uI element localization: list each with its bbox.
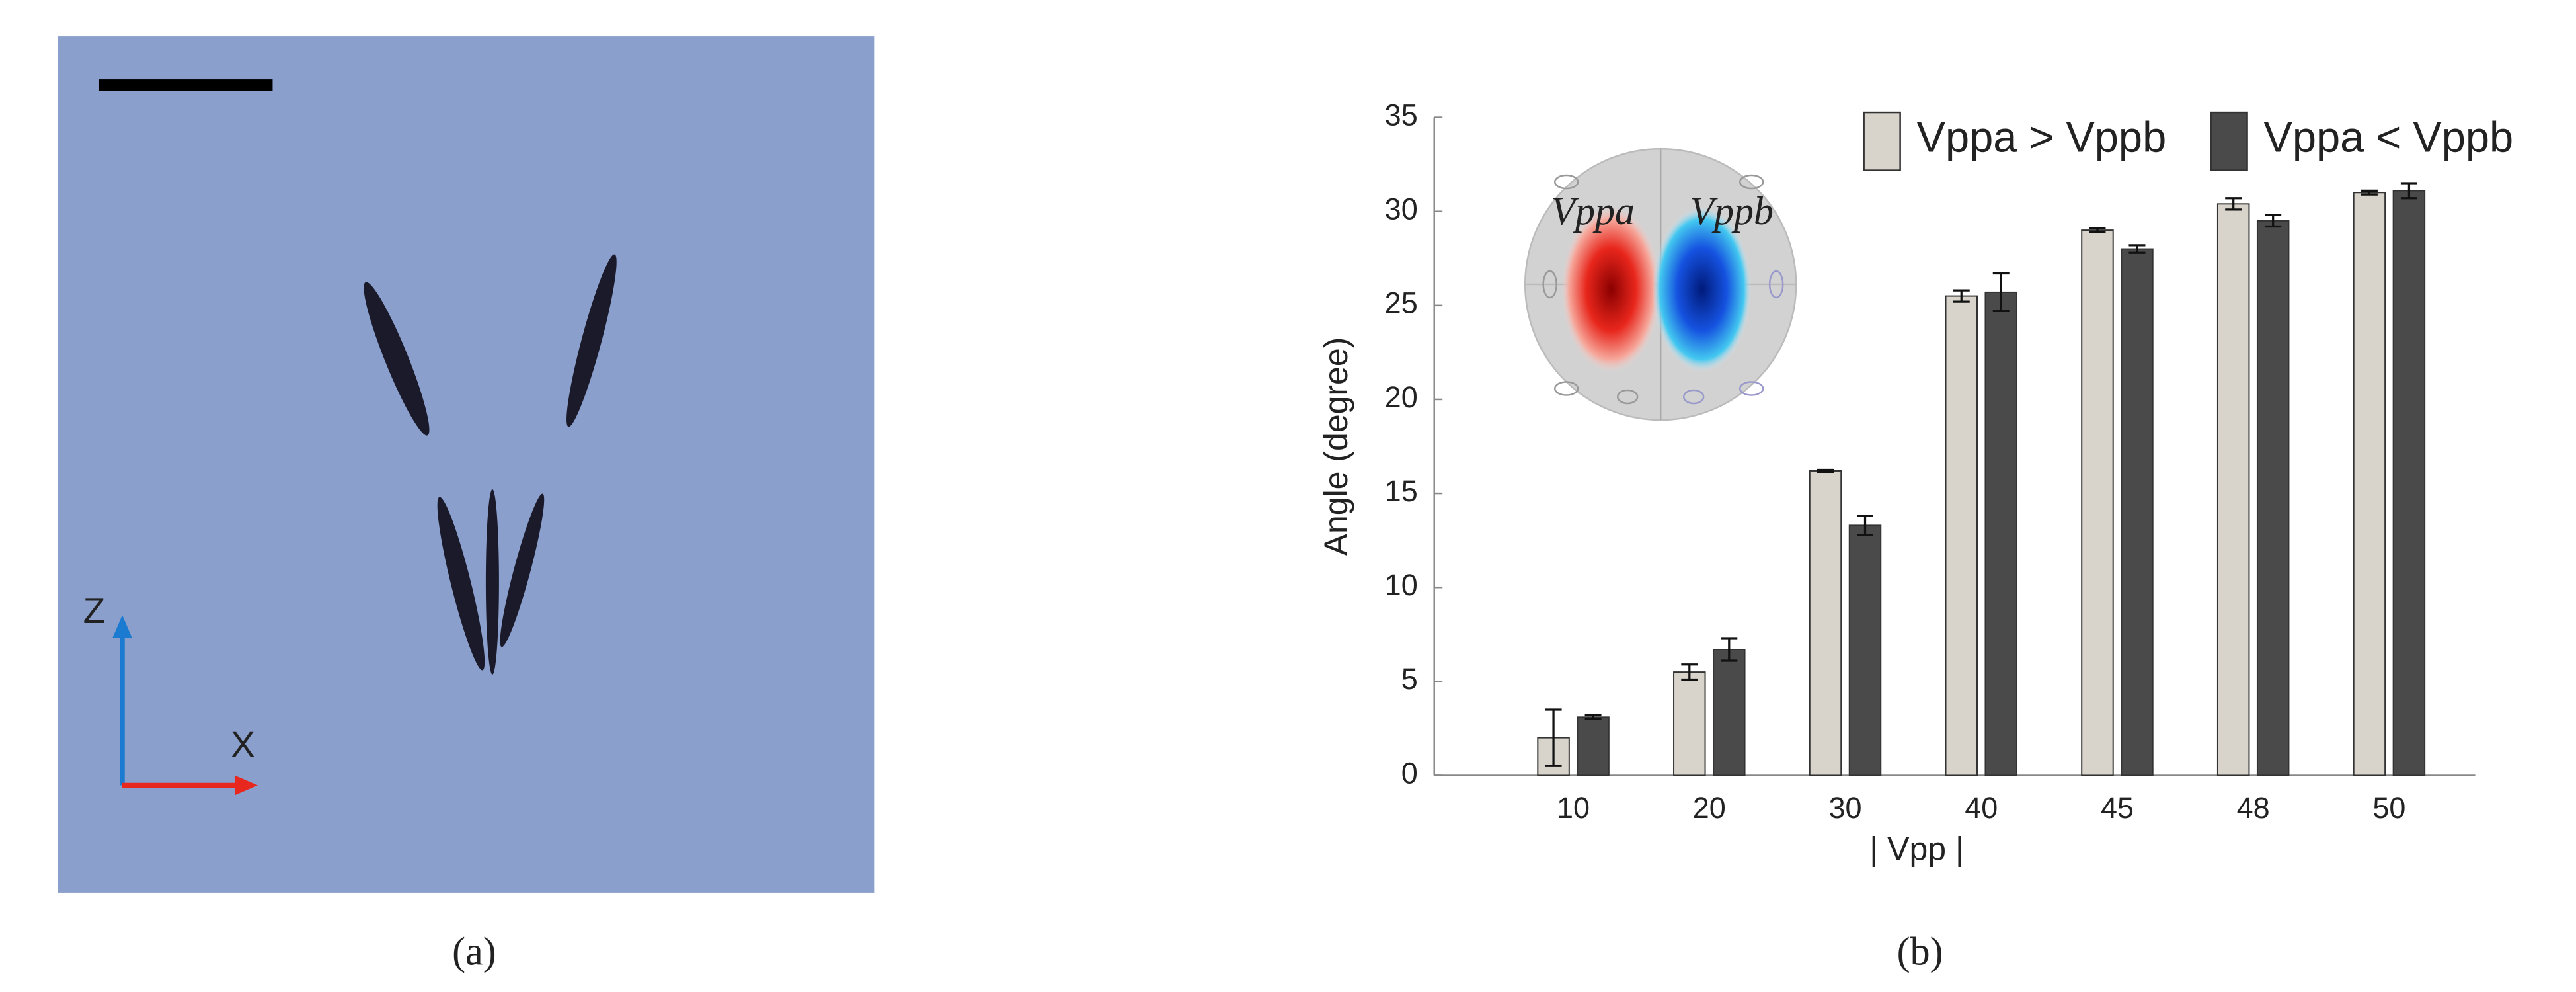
bar — [1848, 524, 1882, 776]
error-bar — [1953, 289, 1970, 303]
error-bar — [1857, 515, 1874, 536]
y-axis-title: Angle (degree) — [1317, 337, 1354, 556]
error-bar — [2089, 227, 2106, 233]
panel-label: (a) — [452, 930, 496, 973]
scale-bar — [98, 79, 273, 91]
z-label: Z — [83, 590, 106, 631]
x-arrow-head — [234, 775, 258, 796]
error-bar — [1584, 714, 1602, 720]
panel-label: (b) — [1897, 930, 1943, 973]
bar — [2353, 192, 2386, 776]
photo — [58, 36, 875, 893]
y-tick-label: 10 — [1385, 568, 1418, 602]
x-tick-label: 40 — [1965, 791, 1998, 825]
y-tick-label: 15 — [1385, 474, 1418, 508]
y-tick-label: 25 — [1385, 286, 1418, 320]
bar — [1673, 671, 1706, 776]
error-bar — [1681, 663, 1698, 681]
bar — [1809, 470, 1842, 776]
error-bar — [2400, 182, 2417, 200]
bar — [1713, 648, 1746, 776]
bar — [2216, 203, 2250, 776]
legend-label: Vppa < Vppb — [2264, 113, 2514, 161]
x-tick-label: 45 — [2101, 791, 2134, 825]
legend-label: Vppa > Vppb — [1917, 113, 2167, 161]
x-label: X — [231, 723, 255, 765]
inset-label: Vppb — [1690, 189, 1774, 233]
bar — [1945, 295, 1978, 776]
legend-swatch — [1863, 111, 1901, 171]
error-bar — [2225, 197, 2242, 211]
error-bar — [1721, 637, 1738, 662]
x-tick-label: 20 — [1693, 791, 1726, 825]
bar — [2392, 190, 2426, 776]
inset — [1524, 147, 1797, 421]
error-bar — [2265, 214, 2282, 228]
x-axis-title: | Vpp | — [1869, 831, 1964, 868]
y-tick-label: 5 — [1401, 662, 1418, 696]
y-tick-label: 35 — [1385, 98, 1418, 132]
bar — [2081, 229, 2114, 776]
error-bar — [1992, 272, 2010, 312]
x-tick-label: 50 — [2372, 791, 2405, 825]
x-tick-label: 48 — [2237, 791, 2270, 825]
inset-label: Vppa — [1551, 189, 1635, 233]
x-tick-label: 30 — [1828, 791, 1861, 825]
z-arrow-head — [112, 614, 132, 638]
bar — [2121, 248, 2154, 776]
y-tick-label: 30 — [1385, 192, 1418, 226]
particles — [364, 254, 617, 675]
legend-swatch — [2210, 111, 2248, 171]
bar — [1577, 716, 1610, 776]
bar — [1984, 291, 2017, 776]
error-bar — [1545, 708, 1562, 767]
error-bar — [2361, 189, 2378, 196]
x-tick-label: 10 — [1557, 791, 1590, 825]
error-bar — [1817, 468, 1834, 474]
y-tick-label: 20 — [1385, 380, 1418, 414]
error-bar — [2128, 244, 2146, 254]
bar — [2256, 220, 2290, 776]
y-tick-label: 0 — [1401, 756, 1418, 790]
